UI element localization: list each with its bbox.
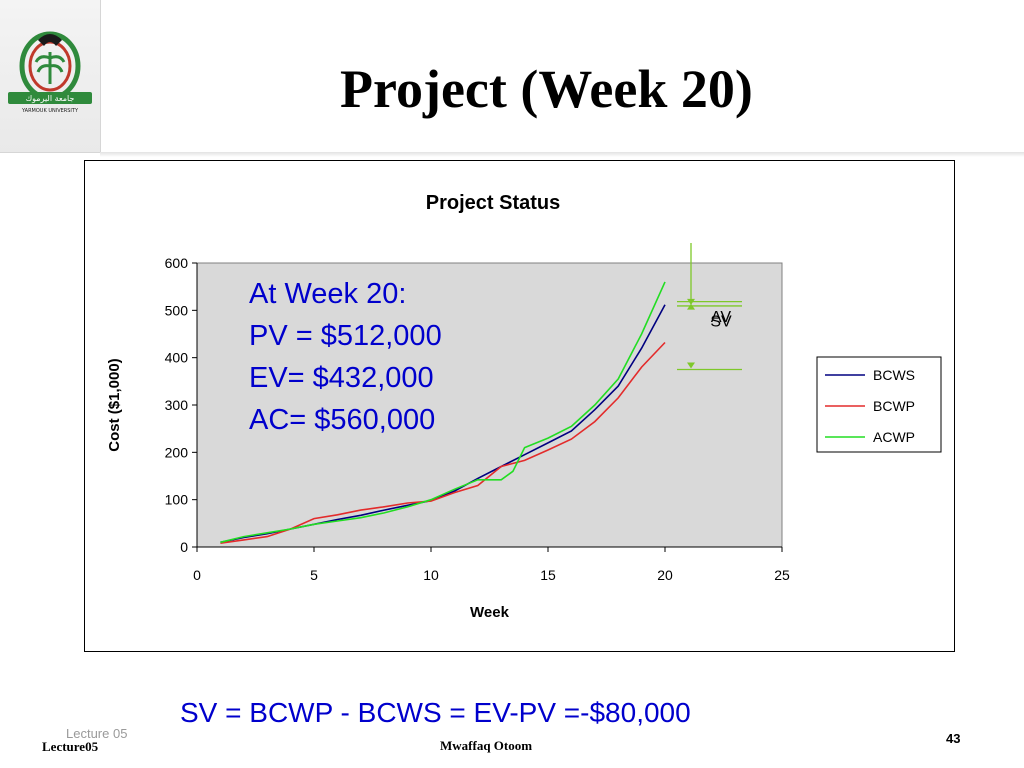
logo-palm-tree <box>34 52 66 84</box>
chart-frame: Project Status 0 100 200 300 400 500 600 0 5 10 15 2… <box>84 160 955 652</box>
legend-label-acwp: ACWP <box>873 429 915 445</box>
title-divider <box>100 152 1024 157</box>
y-tick-label: 500 <box>165 302 189 318</box>
y-tick-label: 0 <box>180 539 188 555</box>
footer-lecture: Lecture05 <box>42 739 99 754</box>
x-tick-label: 25 <box>774 567 790 583</box>
av-label: AV <box>711 309 731 326</box>
y-tick-label: 600 <box>165 255 189 271</box>
logo-english-text: YARMOUK UNIVERSITY <box>21 108 79 114</box>
annotation-line: At Week 20: <box>249 278 406 310</box>
legend-label-bcws: BCWS <box>873 367 915 383</box>
chart-legend <box>816 356 942 453</box>
x-tick-label: 15 <box>540 567 556 583</box>
annotation-line: AC= $560,000 <box>249 404 435 436</box>
legend-label-bcwp: BCWP <box>873 398 915 414</box>
x-axis-label: Week <box>470 604 510 621</box>
logo-arabic-text: جامعة اليرموك <box>26 94 75 103</box>
annotation-line: PV = $512,000 <box>249 320 442 352</box>
y-tick-label: 100 <box>165 492 189 508</box>
chart-title: Project Status <box>426 192 560 214</box>
x-tick-label: 5 <box>310 567 318 583</box>
x-tick-label: 20 <box>657 567 673 583</box>
y-tick-label: 400 <box>165 350 189 366</box>
y-tick-label: 200 <box>165 444 189 460</box>
logo-banner <box>8 92 92 104</box>
footer-author: Mwaffaq Otoom <box>440 738 533 753</box>
x-tick-label: 10 <box>423 567 439 583</box>
sv-arrow-up <box>687 303 695 310</box>
project-status-chart: Project Status 0 100 200 300 400 500 600 0 5 10 15 2… <box>106 192 942 621</box>
x-tick-label: 0 <box>193 567 201 583</box>
sv-arrow-down <box>687 362 695 369</box>
footer-lecture-placeholder: Lecture 05 <box>66 726 128 741</box>
y-tick-label: 300 <box>165 397 189 413</box>
sv-label: SV <box>710 314 732 331</box>
logo-crest <box>38 34 62 46</box>
y-axis-label: Cost ($1,000) <box>106 358 123 451</box>
page-number: 43 <box>946 731 961 746</box>
plot-area <box>196 262 783 548</box>
annotation-line: EV= $432,000 <box>249 362 434 394</box>
slide-title: Project (Week 20) <box>340 59 753 119</box>
schedule-variance-formula: SV = BCWP - BCWS = EV-PV =-$80,000 <box>180 697 691 728</box>
av-arrow-down <box>687 298 695 305</box>
series-line-bcwp <box>220 341 666 544</box>
logo-panel: جامعة اليرموك YARMOUK UNIVERSITY <box>0 0 101 153</box>
university-logo: جامعة اليرموك YARMOUK UNIVERSITY <box>8 31 92 114</box>
series-line-acwp <box>220 281 666 544</box>
